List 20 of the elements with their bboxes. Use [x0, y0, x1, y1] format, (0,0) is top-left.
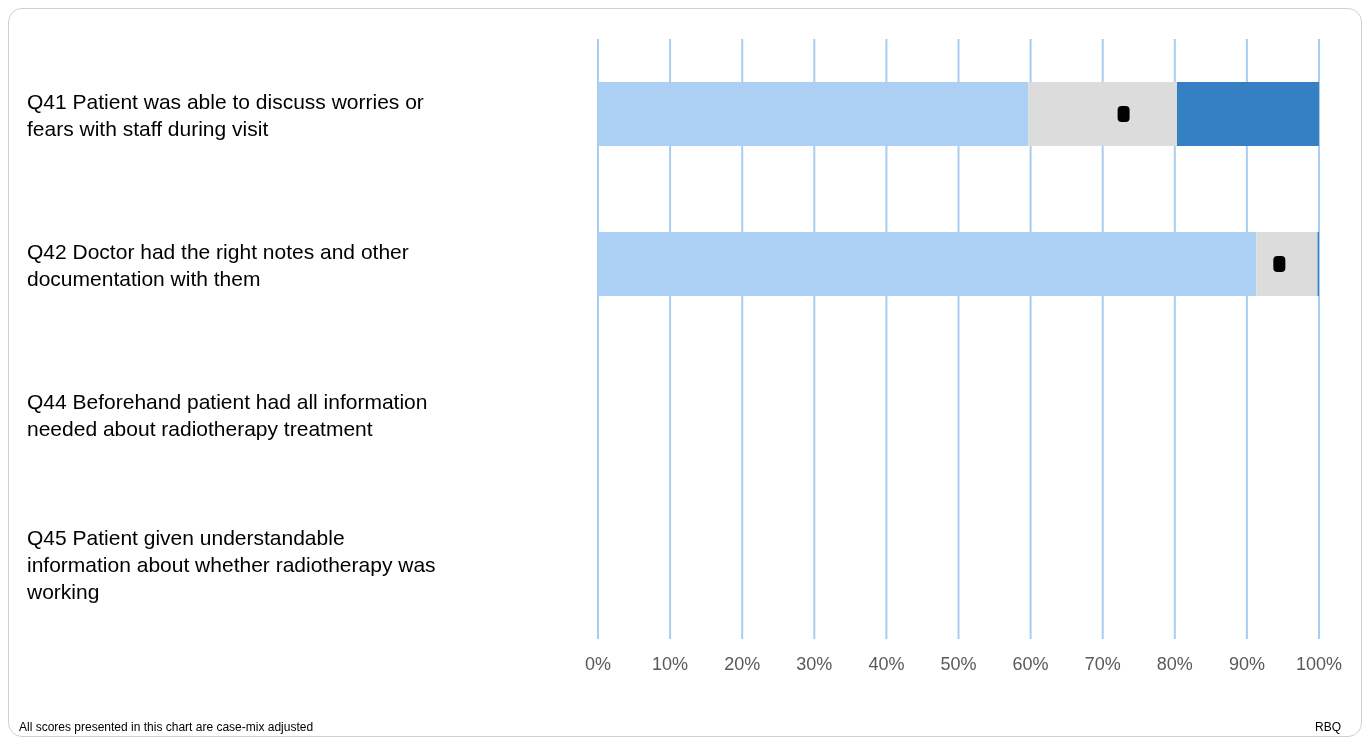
- x-tick-label: 10%: [652, 653, 689, 674]
- bar: [1176, 82, 1319, 146]
- bar: [1028, 82, 1177, 146]
- x-tick-label: 0%: [584, 653, 612, 674]
- bar: [1256, 232, 1318, 296]
- y-tick-label: Q45 Patient given understandable information about whether radiotherapy was working: [26, 525, 436, 603]
- y-tick-label: Q44 Beforehand patient had all information needed about radiotherapy treatment: [27, 389, 428, 439]
- x-tick-label: 50%: [940, 653, 977, 674]
- y-tick-label: Q42 Doctor had the right notes and other documentation with them: [27, 239, 409, 289]
- text: RBQ: [1314, 720, 1341, 734]
- x-tick-label: 60%: [1012, 653, 1049, 674]
- x-tick-label: 90%: [1228, 653, 1265, 674]
- y-tick-label: Q41 Patient was able to discuss worries or fears with staff during visit: [27, 89, 424, 139]
- x-tick-label: 30%: [796, 653, 833, 674]
- x-tick-label: 70%: [1084, 653, 1121, 674]
- x-tick-label: 100%: [1295, 653, 1343, 674]
- x-tick-label: 80%: [1156, 653, 1193, 674]
- x-tick-label: 20%: [724, 653, 761, 674]
- text: All scores presented in this chart are case-mix adjusted: [19, 720, 314, 734]
- x-tick-label: 40%: [868, 653, 905, 674]
